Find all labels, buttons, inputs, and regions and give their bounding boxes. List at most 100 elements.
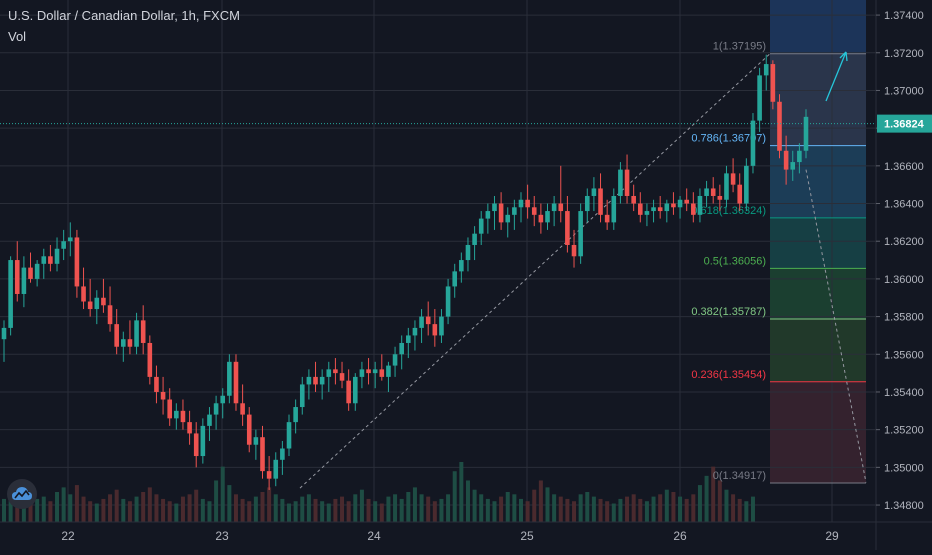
candle-body [200,425,206,457]
candle-body [299,384,305,408]
y-tick-label: 1.35600 [884,349,924,361]
x-tick-label: 29 [825,529,839,543]
candle-body [81,286,86,302]
candle-body [41,256,47,264]
volume-bar [717,480,722,522]
candle-body [94,297,100,310]
volume-bar [233,494,238,522]
volume-bar [359,489,364,522]
volume-bar [61,487,66,522]
volume-bar [744,501,749,522]
candle-body [439,316,444,336]
volume-bar [605,501,610,522]
volume-bar [200,498,205,522]
volume-bar [664,489,669,522]
candle-body [266,471,272,479]
volume-bar [532,489,537,522]
chart-title: U.S. Dollar / Canadian Dollar, 1h, FXCM [8,8,240,23]
volume-bar [247,501,252,522]
fib-level-label: 0.618(1.36324) [691,205,766,217]
volume-bar [2,498,6,522]
candle-body [406,335,411,343]
volume-bar [512,494,517,522]
volume-bar [174,503,179,522]
candle-body [644,211,650,215]
volume-bar [598,498,603,522]
y-tick-label: 1.36400 [884,199,924,211]
volume-bar [684,498,689,522]
volume-bar [518,498,523,522]
candle-body [306,376,312,385]
candle-body [392,354,398,366]
x-tick-label: 26 [673,529,687,543]
candle-body [558,203,564,212]
volume-bar [379,503,384,522]
candle-body [604,214,610,223]
volume-bar [737,498,742,522]
candle-body [704,188,709,196]
candle-body [227,361,232,396]
candle-body [578,211,583,257]
y-tick-label: 1.37200 [884,48,924,60]
fib-level-label: 0(1.34917) [713,470,766,482]
y-tick-label: 1.36200 [884,236,924,248]
candle-body [386,365,391,377]
candle-body [293,407,298,423]
candle-body [744,165,749,204]
candle-body [525,199,530,208]
candle-body [207,414,212,426]
candle-body [777,101,782,151]
candle-body [61,241,66,249]
candle-body [545,211,550,223]
candle-body [286,422,292,449]
candle-body [14,260,20,294]
volume-bar [55,492,60,522]
volume-bar [704,475,709,522]
tradingview-logo[interactable] [7,479,37,509]
candle-body [472,233,477,245]
volume-bar [214,480,219,522]
x-tick-label: 24 [367,529,381,543]
fib-zone [770,381,866,483]
candle-body [677,199,683,208]
candle-body [697,195,703,215]
projection-line [805,169,867,483]
volume-bar [432,501,437,522]
candle-body [445,286,451,317]
arrow-shaft [825,51,847,102]
candle-body [691,203,696,215]
y-tick-label: 1.34800 [884,500,924,512]
candle-body [366,369,371,374]
candle-body [107,305,113,325]
volume-bar [492,501,497,522]
volume-bar [273,494,278,522]
cloud-chart-icon [12,487,32,500]
volume-bar [253,496,258,522]
volume-bar [412,487,417,522]
candle-body [465,244,471,261]
candle-body [127,339,133,347]
candle-body [425,316,431,325]
volume-bar [711,466,716,522]
y-tick-label: 1.37000 [884,85,924,97]
y-tick-label: 1.35400 [884,387,924,399]
candle-body [611,195,617,223]
volume-bar [658,494,663,522]
y-tick-label: 1.35800 [884,312,924,324]
volume-bar [505,492,510,522]
candle-body [280,448,285,460]
candle-body [54,248,60,264]
candle-body [140,320,146,343]
volume-bar [697,485,702,522]
volume-indicator-label[interactable]: Vol [8,29,27,44]
volume-bar [446,494,451,522]
candle-body [684,199,689,204]
volume-bar [558,496,563,522]
volume-bar [81,496,86,522]
volume-bar [346,501,351,522]
volume-bar [591,496,596,522]
candle-body [352,376,358,404]
candle-body [797,150,802,163]
candle-body [193,433,199,457]
fib-zone [770,319,866,382]
